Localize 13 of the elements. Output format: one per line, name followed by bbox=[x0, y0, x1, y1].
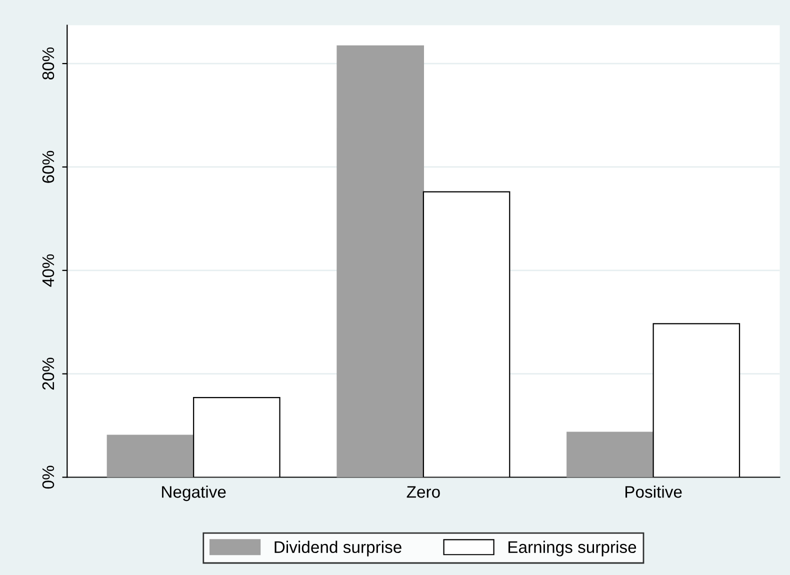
y-tick-label: 60% bbox=[42, 150, 54, 183]
bar bbox=[336, 45, 424, 478]
y-tick-label: 40% bbox=[42, 254, 54, 287]
bar bbox=[106, 434, 194, 478]
legend-label: Earnings surprise bbox=[508, 540, 636, 556]
legend-label: Dividend surprise bbox=[274, 540, 402, 556]
y-tick-label: 80% bbox=[42, 47, 54, 80]
x-tick-label: Positive bbox=[625, 486, 682, 498]
bar bbox=[566, 432, 654, 478]
y-tick-label: 20% bbox=[42, 358, 54, 390]
x-tick-label: Negative bbox=[162, 486, 226, 502]
x-tick-label: Zero bbox=[406, 486, 440, 498]
y-tick-label: 0% bbox=[42, 466, 54, 489]
